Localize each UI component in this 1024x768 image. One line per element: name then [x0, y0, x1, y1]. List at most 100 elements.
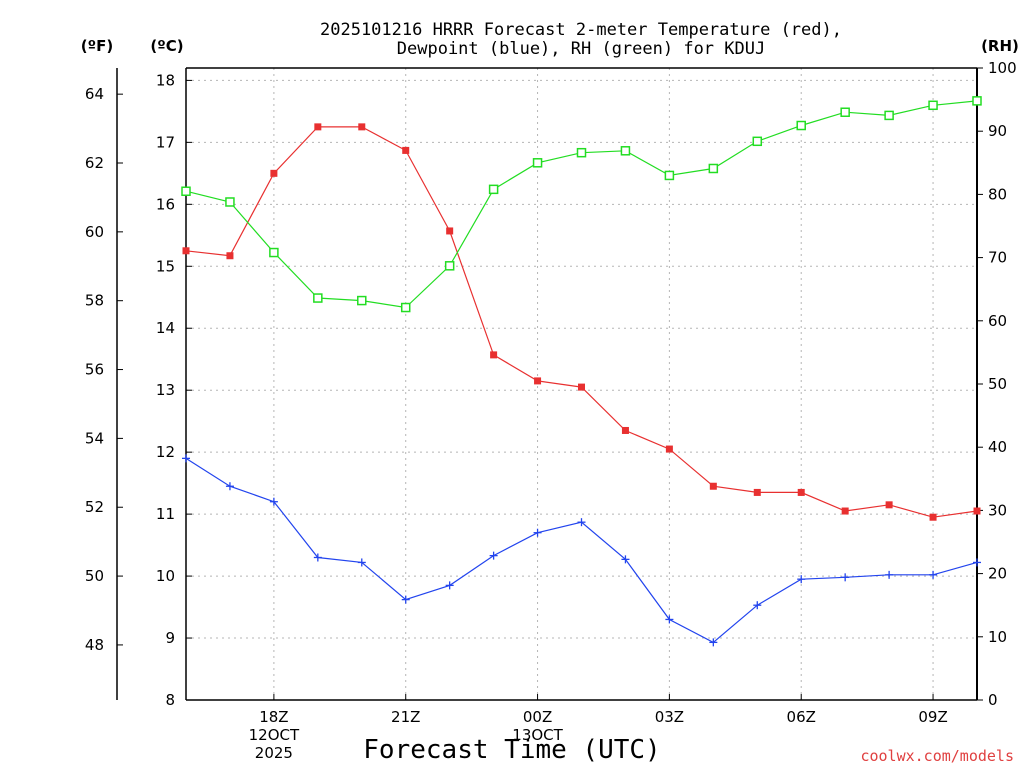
tick-labels: 8 9 10 11 12 13 14 15 16 17 18 48 50 52 54 56 58 60 62 64 0 1…: [85, 59, 1017, 762]
fahrenheit-tick-label: 58: [85, 292, 104, 310]
dewpoint-point: [225, 482, 234, 491]
2-meter-temperature-point: [841, 507, 849, 515]
dewpoint-point: [797, 575, 806, 584]
x-tick-label: 13OCT: [512, 726, 563, 744]
2-meter-temperature-point: [973, 507, 981, 515]
celsius-tick-label: 16: [156, 195, 175, 213]
fahrenheit-tick-label: 48: [85, 636, 104, 654]
dewpoint-point: [313, 553, 322, 562]
rh-point: [444, 261, 455, 271]
2-meter-temperature-point: [226, 252, 234, 260]
rh-tick-label: 0: [988, 691, 998, 709]
series-layer: [181, 96, 982, 647]
x-axis-label: Forecast Time (UTC): [363, 735, 660, 765]
dewpoint-point: [533, 528, 542, 537]
rh-point: [181, 186, 191, 196]
2-meter-temperature-point: [665, 445, 673, 453]
x-tick-label: 03Z: [655, 708, 684, 726]
2-meter-temperature-point: [578, 383, 585, 391]
dewpoint-point: [357, 558, 366, 567]
2-meter-temperature-point: [358, 123, 366, 131]
fahrenheit-tick-label: 54: [85, 429, 104, 447]
rh-tick-label: 40: [988, 438, 1007, 456]
dewpoint-point: [621, 555, 630, 564]
rh-tick-label: 70: [988, 249, 1007, 267]
rh-tick-label: 50: [988, 375, 1007, 393]
fahrenheit-tick-label: 52: [85, 498, 104, 516]
fahrenheit-tick-label: 50: [85, 567, 104, 585]
celsius-tick-label: 12: [156, 443, 175, 461]
rh-point: [840, 107, 850, 117]
dewpoint-point: [841, 573, 850, 582]
2-meter-temperature-point: [929, 513, 937, 521]
rh-tick-label: 100: [988, 59, 1017, 77]
rh-point: [796, 120, 806, 131]
dewpoint-point: [182, 454, 190, 463]
rh-tick-label: 80: [988, 185, 1007, 203]
dewpoint-point: [577, 518, 586, 527]
celsius-tick-label: 14: [156, 319, 175, 337]
rh-point: [488, 184, 499, 195]
dewpoint-point: [885, 570, 894, 579]
celsius-unit-label: (ºC): [150, 37, 183, 55]
rh-tick-label: 30: [988, 501, 1007, 519]
2-meter-temperature-point: [753, 488, 761, 496]
celsius-tick-label: 10: [156, 567, 175, 585]
dewpoint-line: [185, 457, 978, 644]
rh-point: [400, 302, 411, 313]
dewpoint-point: [753, 601, 762, 610]
rh-tick-label: 10: [988, 628, 1007, 646]
x-tick-label: 2025: [255, 744, 293, 762]
dewpoint-point: [973, 558, 981, 567]
rh-tick-label: 60: [988, 312, 1007, 330]
chart-title-line-1: 2025101216 HRRR Forecast 2-meter Tempera…: [320, 20, 842, 40]
x-tick-label: 12OCT: [249, 726, 300, 744]
x-tick-label: 18Z: [259, 708, 288, 726]
2-meter-temperature-point: [797, 488, 805, 496]
axes: [116, 67, 983, 701]
rh-point: [884, 110, 894, 121]
rh-point: [752, 136, 763, 147]
rh-point: [972, 96, 982, 106]
rh-point: [532, 158, 543, 168]
celsius-tick-label: 18: [156, 71, 175, 89]
dewpoint-point: [445, 581, 454, 590]
rh-point: [357, 295, 367, 306]
rh-point: [620, 146, 631, 156]
rh-point: [225, 197, 235, 207]
rh-point: [313, 293, 323, 303]
2-meter-temperature-point: [885, 501, 893, 509]
dewpoint-point: [929, 570, 938, 579]
celsius-tick-label: 11: [156, 505, 175, 523]
2-meter-temperature-point: [314, 123, 322, 131]
dewpoint-point: [489, 551, 498, 560]
2-meter-temperature-point: [709, 482, 717, 490]
rh-point: [576, 147, 587, 158]
fahrenheit-unit-label: (ºF): [81, 37, 113, 55]
rh-unit-label: (RH): [981, 37, 1019, 55]
fahrenheit-tick-label: 56: [85, 361, 104, 379]
celsius-tick-label: 17: [156, 133, 175, 151]
fahrenheit-tick-label: 62: [85, 154, 104, 172]
2-meter-temperature-point: [621, 426, 629, 434]
fahrenheit-tick-label: 60: [85, 223, 104, 241]
credit-link[interactable]: coolwx.com/models: [860, 747, 1014, 765]
celsius-tick-label: 15: [156, 257, 175, 275]
fahrenheit-tick-label: 64: [85, 85, 104, 103]
x-tick-label: 00Z: [523, 708, 552, 726]
celsius-tick-label: 9: [165, 629, 175, 647]
x-tick-label: 21Z: [391, 708, 420, 726]
2-meter-temperature-point: [402, 146, 410, 154]
celsius-tick-label: 13: [156, 381, 175, 399]
2-meter-temperature-point: [446, 227, 454, 235]
rh-tick-label: 90: [988, 122, 1007, 140]
2-meter-temperature-line: [185, 126, 978, 518]
rh-point: [269, 247, 279, 258]
dewpoint-point: [709, 638, 718, 647]
2-meter-temperature-point: [490, 351, 498, 359]
rh-tick-label: 20: [988, 565, 1007, 583]
rh-point: [708, 163, 719, 174]
dewpoint-point: [401, 595, 410, 604]
celsius-tick-label: 8: [165, 691, 175, 709]
